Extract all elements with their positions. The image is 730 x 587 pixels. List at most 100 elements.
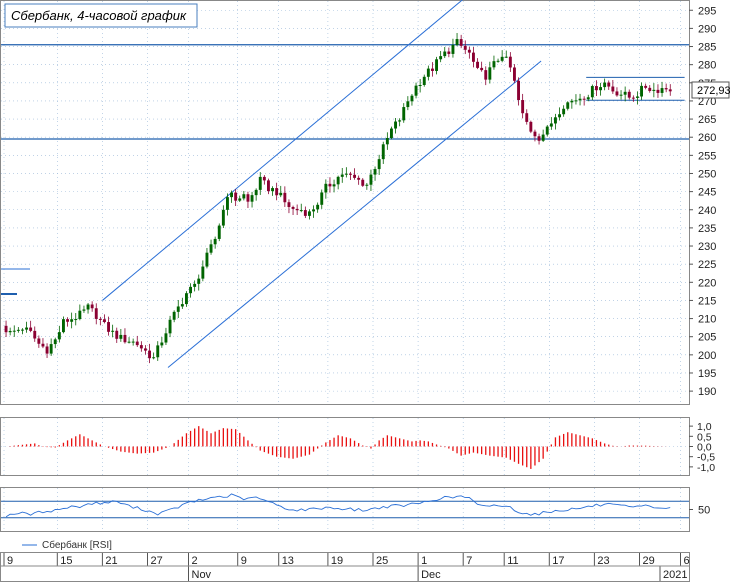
candle-body: [283, 192, 287, 203]
candle-body: [189, 286, 192, 294]
candle-body: [373, 169, 377, 175]
rsi-legend-label: Сбербанк [RSI]: [42, 539, 112, 551]
month-tick-label: Nov: [192, 569, 212, 581]
price-tick-label: 205: [698, 332, 716, 344]
time-tick-label: 15: [60, 555, 72, 567]
time-tick-label: 2: [192, 555, 198, 567]
candle-body: [611, 86, 615, 92]
candle-body: [86, 304, 90, 310]
candle-body: [369, 174, 373, 185]
candle-body: [476, 61, 479, 68]
time-tick-label: 7: [466, 555, 472, 567]
candle-body: [385, 137, 389, 145]
title-box: [4, 3, 198, 28]
candle-body: [480, 67, 484, 71]
candle-body: [459, 39, 463, 46]
candle-body: [115, 330, 119, 339]
candle-body: [513, 67, 516, 81]
candle-body: [619, 94, 623, 96]
candle-body: [344, 173, 348, 175]
candle-body: [418, 85, 422, 87]
candle-body: [549, 123, 553, 127]
candle-body: [201, 266, 205, 279]
candle-body: [148, 350, 151, 359]
time-tick-label: 19: [331, 555, 343, 567]
candle-body: [164, 333, 168, 343]
candle-body: [615, 91, 619, 96]
candle-body: [656, 89, 660, 93]
candles: [4, 33, 672, 364]
rsi-series-line: [5, 493, 671, 518]
time-tick-label: 21: [105, 555, 117, 567]
candle-body: [78, 310, 82, 320]
price-tick-label: 285: [698, 42, 716, 54]
candle-body: [131, 341, 135, 343]
candle-body: [185, 293, 188, 305]
candle-body: [627, 91, 631, 98]
candle-body: [332, 184, 336, 187]
price-tick-label: 215: [698, 295, 716, 307]
price-tick-label: 225: [698, 259, 716, 271]
candle-body: [521, 100, 525, 114]
candle-body: [267, 180, 270, 192]
channel-lower-line: [167, 60, 542, 368]
candle-body: [525, 113, 529, 122]
time-tick-label: 11: [507, 555, 518, 567]
candle-body: [435, 59, 438, 71]
candle-body: [103, 319, 106, 323]
candle-body: [8, 330, 12, 333]
time-tick-label: 1: [421, 555, 427, 567]
candle-body: [41, 343, 45, 347]
candle-body: [349, 173, 352, 175]
candle-body: [205, 252, 209, 267]
price-tick-label: 230: [698, 241, 716, 253]
time-tick-label: 29: [643, 555, 655, 567]
candle-body: [545, 126, 549, 135]
time-tick-label: 9: [7, 555, 13, 567]
candle-body: [648, 87, 652, 91]
price-tick-label: 220: [698, 277, 716, 289]
candle-body: [226, 197, 229, 210]
candle-body: [303, 210, 307, 216]
candle-body: [135, 341, 139, 346]
candle-body: [431, 68, 434, 71]
candle-body: [422, 76, 426, 86]
candle-body: [53, 339, 57, 345]
candle-body: [472, 52, 475, 62]
candle-body: [660, 88, 664, 93]
candle-body: [508, 56, 512, 68]
axes: 1901952002052102152202252302352402452502…: [1, 5, 716, 581]
candle-body: [180, 304, 184, 307]
candle-body: [439, 56, 443, 60]
candle-body: [636, 96, 639, 98]
price-tick-label: 255: [698, 150, 716, 162]
candle-body: [193, 283, 197, 287]
price-tick-label: 200: [698, 350, 716, 362]
oscillator-histogram: [9, 426, 667, 469]
candle-body: [82, 309, 86, 311]
price-tick-label: 240: [698, 205, 716, 217]
time-tick-label: 23: [597, 555, 609, 567]
candle-body: [107, 322, 110, 332]
candle-body: [217, 225, 221, 239]
candle-body: [390, 128, 393, 138]
candle-body: [320, 192, 324, 205]
candle-body: [33, 330, 37, 339]
candle-body: [586, 97, 590, 100]
price-tick-label: 270: [698, 96, 716, 108]
candle-body: [242, 194, 246, 199]
candle-body: [62, 319, 65, 333]
osc-tick-label: -1,0: [697, 462, 715, 474]
price-tick-label: 265: [698, 114, 716, 126]
candle-body: [496, 60, 500, 62]
candle-body: [295, 208, 299, 211]
candle-body: [16, 329, 20, 331]
price-tick-label: 250: [698, 168, 716, 180]
candle-body: [554, 117, 557, 124]
time-tick-label: 17: [552, 555, 564, 567]
candle-body: [340, 174, 344, 177]
price-tick-label: 235: [698, 223, 716, 235]
candle-body: [357, 177, 361, 180]
candle-body: [57, 332, 61, 340]
